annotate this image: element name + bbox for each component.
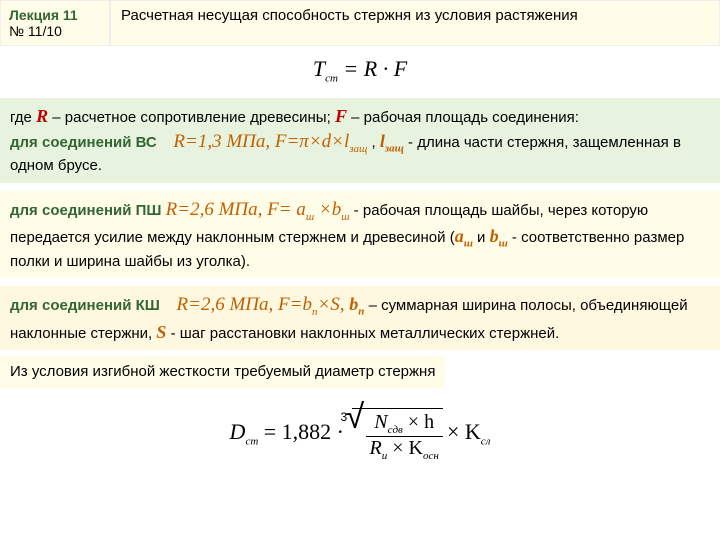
formula-ksh-2: ×S, — [317, 294, 349, 315]
txt: , — [367, 134, 380, 151]
f2-bot-b-sub: осн — [423, 450, 439, 462]
f2-post-sub: сл — [481, 435, 491, 447]
header-right: Расчетная несущая способность стержня из… — [110, 0, 720, 46]
txt: и — [473, 229, 490, 246]
txt: - шаг расстановки наклонных металлически… — [166, 325, 559, 342]
section-vc: где R – расчетное сопротивление древесин… — [0, 98, 720, 182]
txt: – расчетное сопротивление древесины; — [48, 109, 335, 126]
header-left: Лекция 11 № 11/10 — [0, 0, 110, 46]
var-b: b — [490, 226, 499, 246]
var-r: R — [36, 106, 48, 126]
section-psh: для соединений ПШ R=2,6 МПа, F= aш ×bш -… — [0, 191, 720, 278]
f2-top-a-sub: сдв — [388, 424, 403, 436]
var-s: S — [156, 322, 166, 342]
formula-vc-sub: защ — [349, 142, 367, 154]
formula-vc: R=1,3 МПа, F=π×d×l — [173, 131, 349, 152]
var-l-sub: защ — [385, 142, 404, 154]
section-bending: Из условия изгибной жесткости требуемый … — [0, 356, 445, 388]
var-a: a — [455, 226, 464, 246]
f2-bot-mid: × K — [387, 437, 423, 459]
label-psh: для соединений ПШ — [10, 202, 166, 219]
f2-d-sub: ст — [245, 435, 258, 447]
f2-top-mid: × h — [403, 411, 434, 433]
var-b-sub: ш — [499, 238, 508, 250]
formula-t-eq: = R · F — [338, 56, 407, 81]
formula-psh-2: ×b — [314, 199, 341, 220]
formula-psh-1: R=2,6 МПа, F= a — [166, 199, 306, 220]
var-f: F — [335, 106, 347, 126]
page-title: Расчетная несущая способность стержня из… — [121, 7, 578, 24]
f2-pre: = 1,882 · — [258, 419, 349, 444]
var-a-sub: ш — [464, 238, 473, 250]
formula-ksh-1: R=2,6 МПа, F=b — [177, 294, 312, 315]
bending-text: Из условия изгибной жесткости требуемый … — [10, 363, 435, 380]
section-ksh: для соединений КШ R=2,6 МПа, F=bп×S, bп … — [0, 286, 720, 350]
formula-t-sub: ст — [325, 72, 338, 84]
f2-bot-a: R — [370, 437, 382, 459]
formula-psh-sub2: ш — [341, 210, 349, 222]
label-vc: для соединений ВС — [10, 134, 157, 151]
label-ksh: для соединений КШ — [10, 297, 160, 314]
formula-diameter: Dст = 1,882 · 3 √ Nсдв × h Rи × Kосн × K… — [0, 388, 720, 482]
f2-d: D — [230, 419, 246, 444]
lecture-number: № 11/10 — [9, 23, 101, 39]
formula-t: T — [313, 56, 325, 81]
lecture-label: Лекция 11 — [9, 7, 101, 23]
txt: где — [10, 109, 36, 126]
formula-tension: Tст = R · F — [0, 46, 720, 98]
var-bp: b — [349, 294, 358, 314]
formula-psh-sub1: ш — [306, 210, 314, 222]
f2-post: × K — [447, 419, 481, 444]
f2-top-a: N — [374, 411, 387, 433]
txt: – рабочая площадь соединения: — [347, 109, 579, 126]
